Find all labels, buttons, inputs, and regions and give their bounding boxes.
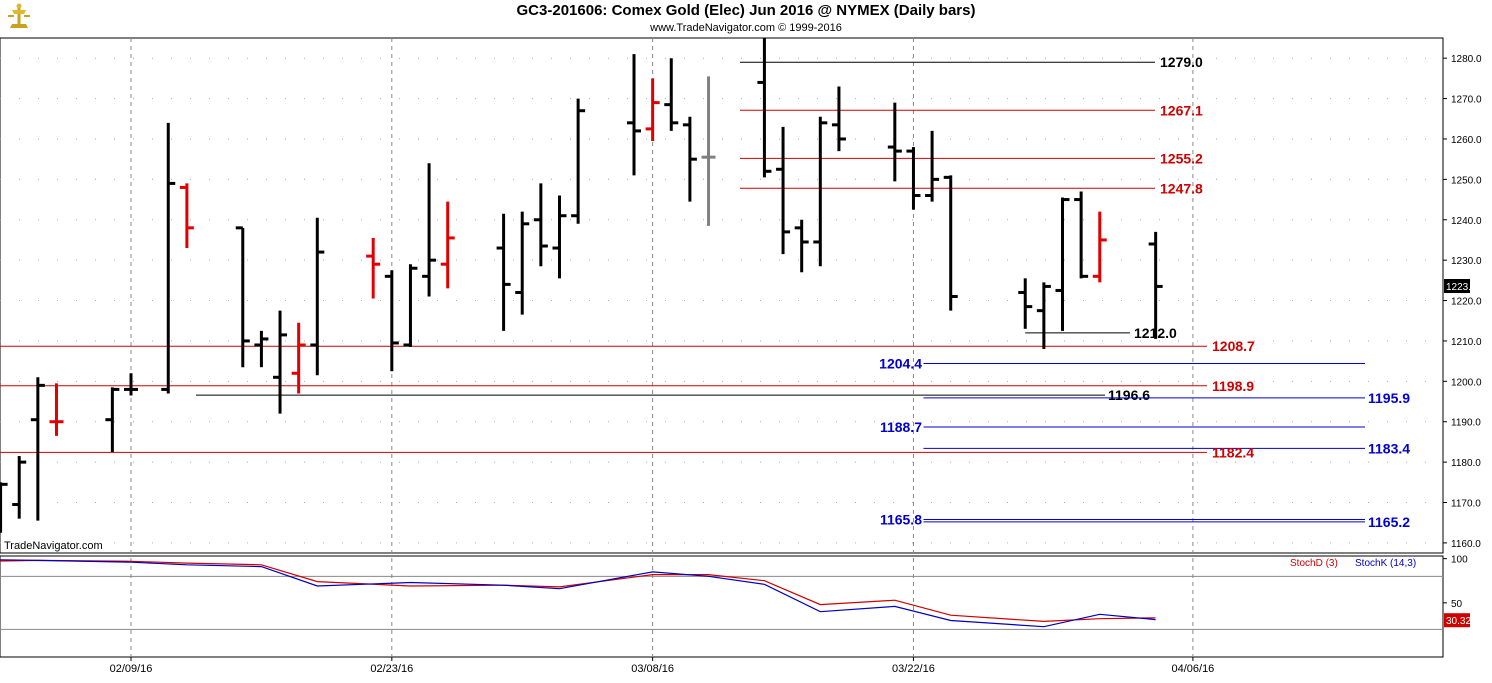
- price-level-label: 1208.7: [1212, 338, 1255, 354]
- ohlc-bar: [943, 175, 958, 311]
- stoch-value-box: [1444, 613, 1470, 628]
- price-level-label: 1188.7: [880, 419, 922, 435]
- ohlc-bar: [1092, 211, 1107, 283]
- ohlc-bar: [682, 116, 697, 202]
- watermark: TradeNavigator.com: [4, 540, 103, 552]
- x-tick-label: 02/23/16: [370, 663, 413, 675]
- ohlc-bar: [0, 482, 8, 533]
- ohlc-bar: [403, 264, 418, 347]
- axes: 02/09/16 02/23/16 03/08/16 03/22/16 04/06/16…: [110, 54, 1482, 675]
- price-level-label: 1198.9: [1212, 378, 1254, 394]
- price-level-label: 1196.6: [1108, 387, 1150, 403]
- stochastic-panel: StochD (3) StochK (14,3): [0, 558, 1416, 628]
- y-tick-label: 1240.0: [1451, 216, 1482, 227]
- ohlc-bar: [384, 270, 399, 372]
- ohlc-bar: [254, 330, 269, 368]
- stoch-y-tick-label: 50: [1451, 599, 1463, 610]
- ohlc-bar: [1148, 231, 1163, 339]
- x-tick-label: 03/08/16: [631, 663, 674, 675]
- ohlc-bar: [664, 58, 679, 131]
- price-panel-frame: [0, 37, 1444, 554]
- price-level-label: 1182.4: [1212, 444, 1254, 460]
- y-tick-label: 1260.0: [1451, 135, 1482, 146]
- ohlc-bar: [124, 373, 138, 396]
- ohlc-bar: [30, 377, 45, 521]
- ohlc-bar: [831, 86, 846, 152]
- ohlc-bar: [794, 219, 809, 273]
- x-tick-label: 02/09/16: [110, 663, 153, 675]
- x-tick-label: 03/22/16: [892, 663, 935, 675]
- y-tick-label: 1220.0: [1451, 297, 1482, 308]
- ohlc-bar: [291, 322, 306, 394]
- ohlc-bar: [887, 102, 902, 182]
- stoch-legend-label: StochK (14,3): [1355, 558, 1416, 569]
- ohlc-bar: [310, 217, 325, 376]
- ohlc-bar: [179, 183, 194, 249]
- stoch-line: [0, 559, 1156, 623]
- ohlc-bar: [12, 456, 27, 519]
- ohlc-bars: [0, 38, 1163, 533]
- ohlc-bar: [235, 226, 250, 368]
- chart-subtitle: www.TradeNavigator.com © 1999-2016: [650, 22, 842, 34]
- ohlc-bar: [906, 147, 921, 210]
- x-tick-label: 04/06/16: [1171, 663, 1214, 675]
- stochastic-panel-frame: [0, 555, 1444, 658]
- ohlc-bar: [273, 310, 288, 414]
- ohlc-bar: [571, 98, 586, 224]
- ohlc-bar: [105, 387, 120, 453]
- ohlc-bar: [49, 383, 64, 436]
- stoch-line: [0, 559, 1156, 628]
- price-level-label: 1195.9: [1368, 390, 1410, 406]
- chart-title: GC3-201606: Comex Gold (Elec) Jun 2016 @…: [516, 2, 976, 19]
- price-level-label: 1165.8: [880, 511, 922, 527]
- ohlc-bar: [1055, 197, 1070, 331]
- y-tick-label: 1250.0: [1451, 175, 1482, 186]
- y-tick-label: 1210.0: [1451, 337, 1482, 348]
- price-level-label: 1183.4: [1368, 440, 1410, 456]
- ohlc-bar: [161, 122, 176, 394]
- price-level-label: 1279.0: [1160, 54, 1203, 70]
- y-tick-label: 1230.0: [1451, 256, 1482, 267]
- last-price-box: [1444, 279, 1470, 294]
- stoch-y-tick-label: 100: [1451, 555, 1468, 566]
- ohlc-bar: [533, 183, 548, 267]
- ohlc-bar: [1036, 282, 1051, 350]
- ohlc-bar: [422, 163, 437, 297]
- price-level-label: 1255.2: [1160, 150, 1203, 166]
- ohlc-bar: [645, 78, 660, 141]
- ohlc-bar: [552, 195, 567, 279]
- ohlc-bar: [757, 38, 772, 178]
- ohlc-bar: [440, 201, 455, 289]
- y-tick-label: 1160.0: [1451, 539, 1481, 550]
- y-tick-label: 1170.0: [1451, 499, 1481, 510]
- last-price-label: 1223.6: [1446, 282, 1477, 293]
- ohlc-bar: [1074, 191, 1089, 279]
- price-levels: 1279.01267.11255.21247.81212.01208.71204…: [0, 54, 1410, 530]
- stoch-value-label: 30.32: [1446, 616, 1471, 627]
- y-tick-label: 1280.0: [1451, 54, 1482, 65]
- ohlc-bar: [813, 116, 828, 267]
- trade-navigator-logo-icon: [4, 2, 34, 32]
- ohlc-bar: [925, 130, 940, 202]
- ohlc-bar: [366, 237, 381, 299]
- y-tick-label: 1190.0: [1451, 418, 1481, 429]
- price-level-label: 1204.4: [879, 356, 922, 372]
- ohlc-bar: [496, 213, 511, 331]
- y-tick-label: 1270.0: [1451, 95, 1482, 106]
- stoch-legend-label: StochD (3): [1290, 558, 1338, 569]
- ohlc-bar: [701, 76, 716, 226]
- price-level-label: 1165.2: [1368, 514, 1410, 530]
- ohlc-bar: [515, 211, 530, 315]
- y-tick-label: 1200.0: [1451, 377, 1482, 388]
- y-tick-label: 1180.0: [1451, 458, 1481, 469]
- ohlc-bar: [776, 126, 791, 255]
- price-level-label: 1247.8: [1160, 180, 1203, 196]
- ohlc-bar: [1018, 278, 1033, 329]
- ohlc-bar: [627, 54, 642, 176]
- price-level-label: 1267.1: [1160, 102, 1203, 118]
